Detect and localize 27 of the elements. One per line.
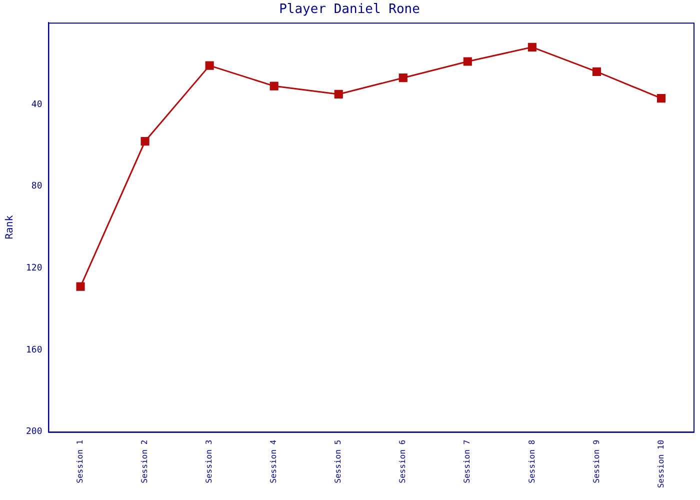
x-tick-label: Session 7	[462, 440, 472, 484]
y-tick-label: 80	[31, 182, 42, 192]
point	[656, 94, 666, 103]
point	[463, 57, 472, 66]
point	[592, 67, 601, 76]
y-tick-label: 200	[26, 427, 42, 438]
point	[205, 61, 214, 70]
y-axis-title: Rank	[4, 215, 16, 240]
x-tick-label: Session 1	[76, 440, 85, 484]
x-tick-label: Session 4	[269, 440, 278, 484]
point	[528, 42, 536, 52]
point	[270, 82, 278, 90]
x-tick-label: Session 2	[140, 440, 150, 484]
x-tick-label: Session 8	[527, 440, 536, 484]
x-tick-label: Session 3	[204, 440, 214, 484]
point	[76, 282, 85, 291]
y-tick-label: 40	[31, 100, 42, 110]
x-tick-label: Session 10	[656, 440, 666, 488]
point	[334, 90, 343, 98]
point	[140, 136, 150, 146]
y-tick-label: 160	[26, 345, 42, 356]
point	[398, 74, 408, 82]
x-tick-label: Session 9	[592, 440, 601, 484]
chart-title: Player Daniel Rone	[279, 2, 420, 18]
y-tick-label: 120	[26, 263, 42, 274]
x-tick-label: Session 5	[334, 440, 343, 484]
x-tick-label: Session 6	[398, 440, 408, 484]
